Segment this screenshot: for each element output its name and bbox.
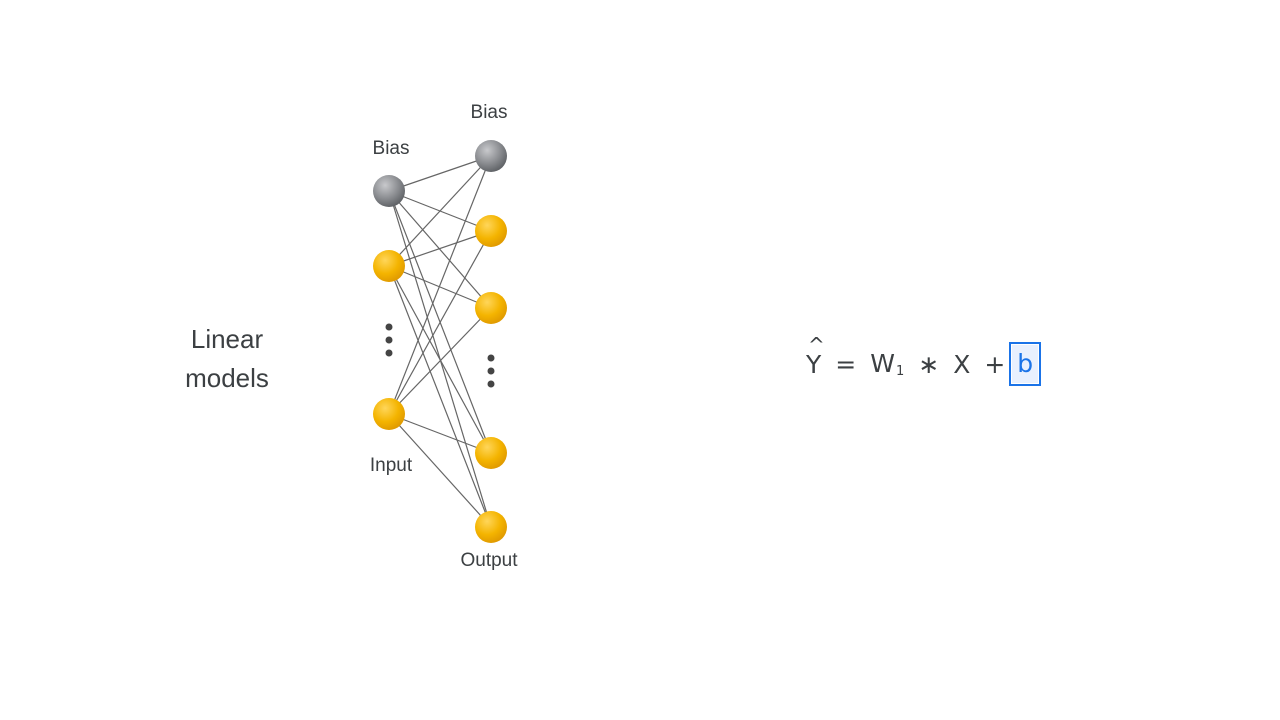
output-bias-node xyxy=(475,140,507,172)
equals-sign: = xyxy=(835,349,857,379)
plus-sign: + xyxy=(984,349,1006,379)
edge-input-node-n-to-output-node-1 xyxy=(388,230,492,415)
hat-accent: ^ xyxy=(808,332,825,357)
edge-input-node-1-to-output-node-2 xyxy=(388,265,492,309)
input-ellipsis xyxy=(385,323,393,357)
connections xyxy=(388,155,492,528)
linear-models-title: Linear models xyxy=(167,320,287,398)
output-label: Output xyxy=(460,550,518,571)
edge-input-node-n-to-output-bias-node xyxy=(388,155,492,415)
w-letter: W xyxy=(870,349,895,378)
input-label: Input xyxy=(370,455,413,476)
input-node-n xyxy=(373,398,405,430)
output-node-4 xyxy=(475,511,507,543)
edge-input-bias-node-to-output-node-2 xyxy=(388,190,492,309)
output-node-3 xyxy=(475,437,507,469)
input-bias-label: Bias xyxy=(373,138,410,159)
output-node-2 xyxy=(475,292,507,324)
y-hat-symbol: ^ Y xyxy=(806,333,825,379)
edge-input-node-n-to-output-node-3 xyxy=(388,413,492,454)
edge-input-node-1-to-output-node-4 xyxy=(388,265,492,528)
output-node-1 xyxy=(475,215,507,247)
linear-equation: ^ Y = W1 ∗ X + b xyxy=(806,333,1042,388)
y-letter: Y xyxy=(806,349,822,379)
input-node-1 xyxy=(373,250,405,282)
title-line-2: models xyxy=(185,363,269,393)
edge-input-bias-node-to-output-bias-node xyxy=(388,155,492,192)
output-ellipsis xyxy=(487,354,495,388)
edge-input-node-n-to-output-node-2 xyxy=(388,307,492,415)
output-bias-label: Bias xyxy=(471,102,508,123)
edge-input-node-1-to-output-bias-node xyxy=(388,155,492,267)
edge-input-node-1-to-output-node-3 xyxy=(388,265,492,454)
input-bias-node xyxy=(373,175,405,207)
multiply-sign: ∗ xyxy=(918,349,940,379)
bias-term-highlighted: b xyxy=(1009,342,1042,386)
edge-input-node-1-to-output-node-1 xyxy=(388,230,492,267)
w-subscript: 1 xyxy=(895,364,905,379)
nodes xyxy=(373,140,507,543)
x-letter: X xyxy=(953,349,971,379)
title-line-1: Linear xyxy=(190,324,264,354)
weight-term: W1 xyxy=(870,349,904,379)
edge-input-node-n-to-output-node-4 xyxy=(388,413,492,528)
